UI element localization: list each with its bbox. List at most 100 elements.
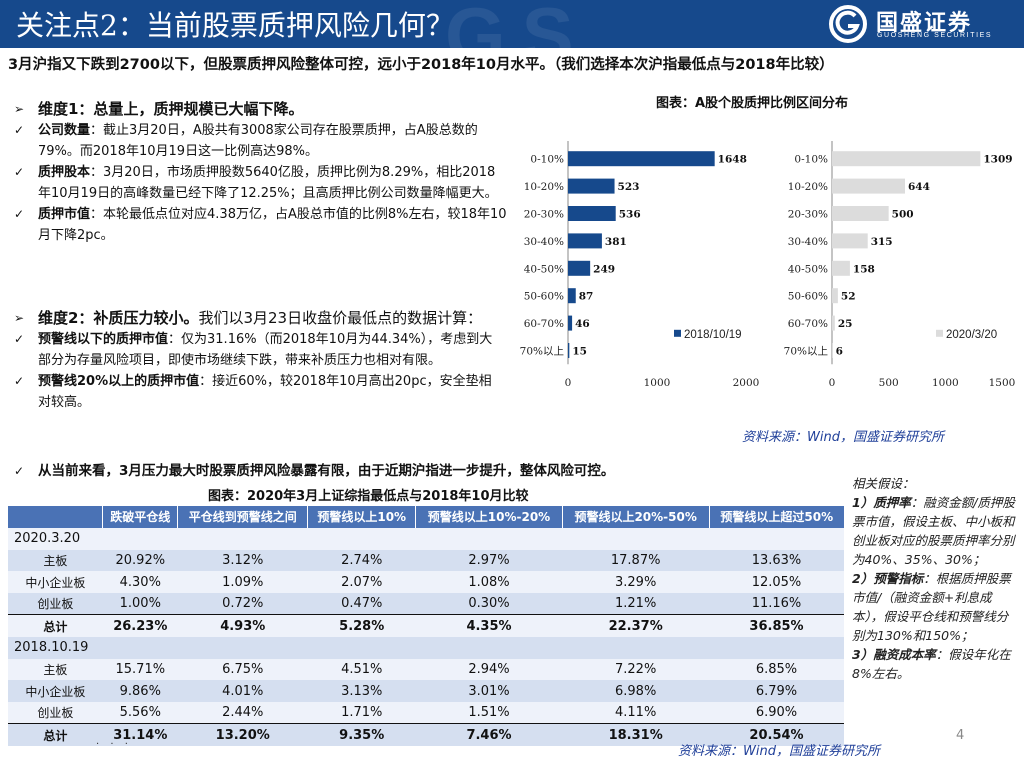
list-item: ✓ 公司数量：截止3月20日，A股共有3008家公司存在股票质押，占A股总数的7…: [8, 120, 508, 162]
table-row: 主板 20.92% 3.12% 2.74% 2.97% 17.87% 13.63%: [8, 549, 844, 572]
assumptions-title: 相关假设：: [852, 476, 915, 491]
x-tick-label: 0: [565, 377, 572, 386]
bar: [832, 260, 850, 276]
x-tick-label: 1000: [932, 377, 959, 386]
table-cell: 13.63%: [709, 549, 844, 572]
column-header: 预警线以上超过50%: [708, 506, 844, 528]
bar-value-label: 500: [892, 209, 914, 221]
legend-swatch: [936, 329, 943, 337]
table-cell: 36.85%: [709, 614, 844, 637]
dimension-1-heading: ➢ 维度1：总量上，质押规模已大幅下降。: [14, 100, 304, 118]
category-label: 10-20%: [524, 181, 564, 193]
table-cell: [562, 636, 709, 659]
item-text: ：接近60%，较2018年10月高出20pc，安全垫相对较高。: [38, 374, 492, 410]
table-cell: 6.79%: [709, 680, 844, 703]
check-icon: ✓: [14, 207, 25, 221]
dimension-2-block: ➢ 维度2：补质压力较小。我们以3月23日收盘价最低点的数据计算： ✓ 预警线以…: [8, 307, 500, 413]
table-title: 图表：2020年3月上证综指最低点与2018年10月比较: [208, 489, 529, 504]
column-header: 预警线以上10%: [307, 506, 416, 528]
group-row: 2018.10.19: [8, 636, 844, 659]
bar-value-label: 381: [605, 236, 627, 248]
comparison-table: 跌破平仓线 平仓线到预警线之间 预警线以上10% 预警线以上10%-20% 预警线以上2…: [8, 506, 844, 746]
table-cell: 1.00%: [102, 593, 178, 615]
list-item: ✓ 质押市值：本轮最低点位对应4.38万亿，占A股总市值的比例8%左右，较18年…: [8, 204, 508, 246]
table-cell: 4.01%: [177, 680, 308, 703]
check-icon: ✓: [14, 165, 25, 179]
category-label: 30-40%: [524, 236, 564, 248]
page-number: 4: [956, 728, 965, 743]
table-cell: 17.87%: [562, 549, 709, 572]
x-tick-label: 0: [829, 377, 836, 386]
bar-value-label: 46: [575, 318, 590, 330]
table-cell: [102, 636, 178, 659]
table-cell: 12.05%: [709, 571, 844, 594]
table-cell: 3.12%: [177, 549, 308, 572]
table-row: 总计 26.23% 4.93% 5.28% 4.35% 22.37% 36.85%: [8, 614, 844, 637]
table-cell: 3.29%: [562, 571, 709, 594]
table-row: 创业板 1.00% 0.72% 0.47% 0.30% 1.21% 11.16%: [8, 593, 844, 615]
table-cell: 6.90%: [709, 702, 844, 724]
table-cell: 6.85%: [709, 658, 844, 681]
table-cell: [177, 527, 308, 550]
bar: [832, 233, 868, 249]
bar-value-label: 1648: [718, 154, 747, 166]
item-text: ：仅为31.16%（而2018年10月为44.34%），考虑到大部分为存量风险项…: [38, 332, 493, 368]
company-logo: 国盛证券 GUOSHENG SECURITIES: [828, 4, 1018, 44]
table-cell: 2.97%: [415, 549, 563, 572]
bar-value-label: 523: [618, 181, 640, 193]
table-cell: 3.13%: [307, 680, 416, 703]
arrow-bullet-icon: ➢: [14, 102, 25, 116]
conclusion: ✓ 从当前来看，3月压力最大时股票质押风险暴露有限，由于近期沪指进一步提升，整体…: [14, 463, 615, 479]
legend-label: 2020/3/20: [946, 329, 997, 341]
row-label: 中小企业板: [8, 571, 103, 594]
x-tick-label: 2000: [733, 377, 760, 386]
table-cell: 0.72%: [177, 593, 308, 615]
category-label: 70%以上: [784, 346, 828, 358]
table-cell: 6.75%: [177, 658, 308, 681]
check-icon: ✓: [14, 123, 25, 137]
column-header: [8, 506, 103, 528]
bar-value-label: 1309: [983, 154, 1012, 166]
table-source: 资料来源：Wind，国盛证券研究所: [678, 744, 880, 759]
table-header-row: 跌破平仓线 平仓线到预警线之间 预警线以上10% 预警线以上10%-20% 预警线以上2…: [8, 506, 844, 528]
bar-value-label: 644: [908, 181, 930, 193]
bar: [568, 178, 615, 194]
assumption-item: 3）融资成本率：假设年化在8%左右。: [852, 647, 1011, 681]
table-cell: 3.01%: [415, 680, 563, 703]
table-cell: [307, 527, 416, 550]
category-label: 0-10%: [794, 154, 828, 166]
table-cell: [307, 636, 416, 659]
table-cell: [562, 527, 709, 550]
arrow-bullet-icon: ➢: [14, 311, 25, 325]
group-row: 2020.3.20: [8, 527, 844, 550]
table-row: 创业板 5.56% 2.44% 1.71% 1.51% 4.11% 6.90%: [8, 702, 844, 724]
legend-swatch: [674, 329, 681, 337]
table-cell: [177, 636, 308, 659]
bar: [832, 151, 981, 167]
bar-chart-2020: 0-10% 1309 10-20% 644 20-30% 500 30-40% 315 40-5…: [784, 141, 1015, 386]
table-cell: 31.14%: [102, 723, 178, 746]
category-label: 0-10%: [530, 154, 564, 166]
category-label: 50-60%: [524, 291, 564, 303]
row-label: 主板: [8, 549, 103, 572]
table-cell: 15.71%: [102, 658, 178, 681]
table-cell: 20.92%: [102, 549, 178, 572]
bar-value-label: 536: [619, 209, 641, 221]
item-text: ：3月20日，市场质押股数5640亿股，质押比例为8.29%，相比2018年10…: [38, 165, 498, 201]
item-text: ：本轮最低点位对应4.38万亿，占A股总市值的比例8%左右，较18年10月下降2…: [38, 207, 507, 243]
table-cell: [102, 527, 178, 550]
bar: [568, 233, 602, 249]
chart-source: 资料来源：Wind，国盛证券研究所: [742, 430, 944, 445]
table-cell: 4.51%: [307, 658, 416, 681]
table-cell: 0.30%: [415, 593, 563, 615]
table-cell: [709, 527, 844, 550]
legend-label: 2018/10/19: [684, 329, 742, 341]
bar: [568, 288, 576, 304]
logo-text-en: GUOSHENG SECURITIES: [877, 32, 993, 39]
bar: [568, 260, 591, 276]
table-cell: 9.86%: [102, 680, 178, 703]
check-icon: ✓: [14, 332, 25, 346]
category-label: 10-20%: [788, 181, 828, 193]
item-text: ：截止3月20日，A股共有3008家公司存在股票质押，占A股总数的79%。而20…: [38, 123, 478, 159]
item-label: 质押股本: [38, 165, 91, 180]
